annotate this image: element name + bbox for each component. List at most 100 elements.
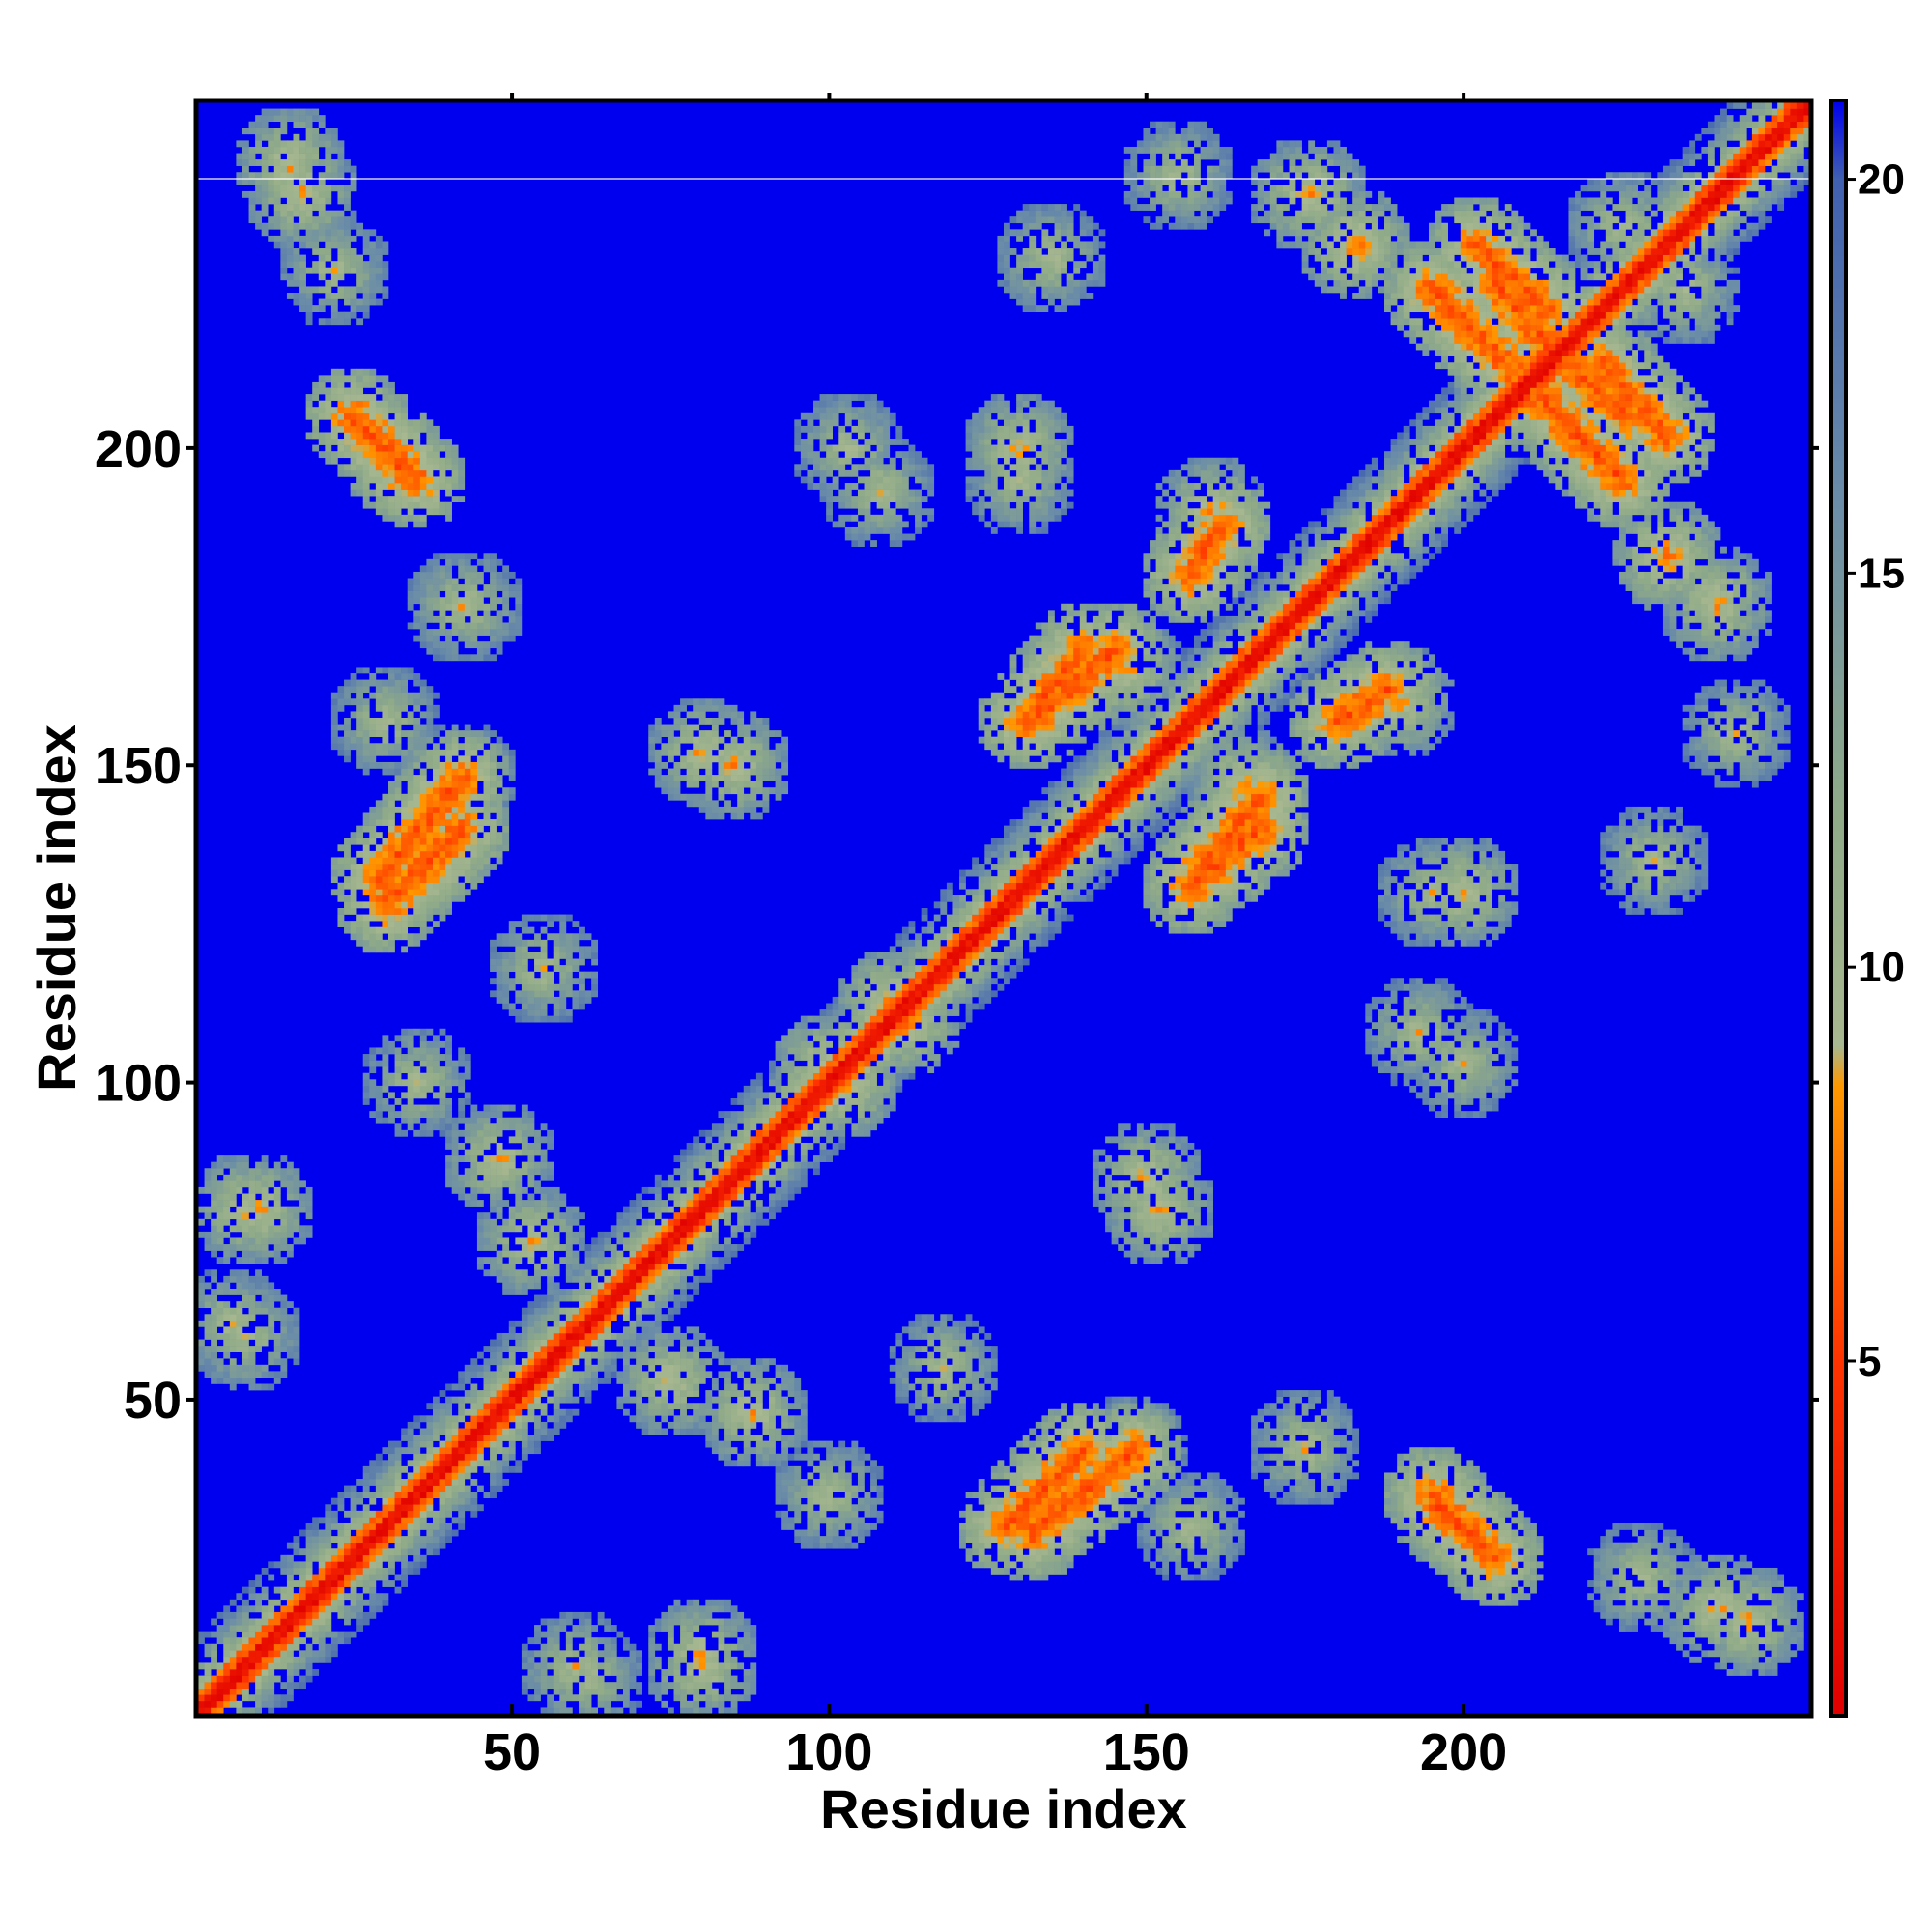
heatmap-cell (579, 1669, 585, 1676)
heatmap-cell (522, 1415, 528, 1422)
heatmap-cell (274, 1194, 281, 1201)
heatmap-cell (477, 1504, 484, 1511)
heatmap-cell (388, 1555, 395, 1562)
heatmap-cell (611, 1365, 617, 1372)
heatmap-cell (490, 1168, 497, 1175)
heatmap-cell (674, 1326, 681, 1333)
heatmap-cell (287, 1352, 294, 1359)
heatmap-cell (382, 927, 388, 934)
heatmap-cell (648, 1365, 655, 1372)
heatmap-cell (363, 1061, 370, 1067)
heatmap-cell (344, 1568, 351, 1575)
heatmap-cell (299, 1568, 306, 1575)
heatmap-cell (420, 730, 427, 737)
heatmap-cell (490, 750, 497, 756)
heatmap-cell (344, 261, 351, 268)
heatmap-cell (440, 1523, 446, 1530)
heatmap-cell (616, 1403, 623, 1409)
heatmap-cell (356, 299, 363, 306)
heatmap-cell (554, 1625, 560, 1632)
heatmap-cell (351, 1612, 357, 1619)
heatmap-cell (458, 730, 465, 737)
heatmap-cell (534, 1301, 541, 1308)
heatmap-cell (452, 895, 459, 902)
heatmap-cell (395, 483, 402, 490)
heatmap-cell (376, 857, 383, 864)
heatmap-cell (325, 1587, 331, 1594)
heatmap-cell (433, 1092, 440, 1098)
heatmap-cell (547, 1264, 554, 1270)
heatmap-cell (591, 1251, 598, 1258)
heatmap-cell (522, 1289, 528, 1295)
heatmap-cell (255, 1605, 262, 1612)
heatmap-cell (331, 1555, 338, 1562)
heatmap-cell (363, 1612, 370, 1619)
heatmap-cell (497, 972, 503, 979)
heatmap-cell (408, 781, 414, 788)
heatmap-cell (534, 1384, 541, 1391)
heatmap-cell (527, 1378, 534, 1384)
heatmap-cell (280, 1340, 287, 1347)
heatmap-cell (376, 1568, 383, 1575)
heatmap-cell (294, 1358, 300, 1365)
heatmap-cell (426, 439, 433, 445)
heatmap-cell (420, 787, 427, 794)
heatmap-cell (363, 305, 370, 312)
heatmap-cell (420, 1492, 427, 1498)
heatmap-cell (426, 730, 433, 737)
heatmap-cell (522, 1365, 528, 1372)
heatmap-cell (205, 1175, 212, 1181)
heatmap-cell (554, 1187, 560, 1194)
heatmap-cell (585, 1694, 592, 1701)
heatmap-cell (280, 1314, 287, 1321)
heatmap-cell (515, 1257, 522, 1264)
heatmap-cell (502, 1118, 509, 1124)
heatmap-cell (655, 781, 662, 788)
heatmap-cell (325, 147, 331, 154)
heatmap-cell (211, 1200, 217, 1207)
heatmap-cell (299, 1600, 306, 1606)
heatmap-cell (369, 1580, 376, 1587)
heatmap-cell (408, 1517, 414, 1523)
heatmap-cell (337, 198, 344, 205)
heatmap-cell (413, 1460, 420, 1466)
heatmap-cell (223, 1333, 230, 1340)
heatmap-cell (433, 794, 440, 801)
heatmap-cell (636, 1397, 642, 1404)
heatmap-cell (306, 1212, 313, 1219)
heatmap-cell (527, 1371, 534, 1378)
heatmap-cell (445, 591, 452, 598)
heatmap-cell (522, 1162, 528, 1169)
heatmap-cell (611, 1251, 617, 1258)
heatmap-cell (274, 1637, 281, 1644)
heatmap-cell (205, 1707, 212, 1714)
heatmap-cell (420, 901, 427, 908)
heatmap-cell (547, 1340, 554, 1347)
heatmap-cell (299, 273, 306, 280)
heatmap-cell (312, 223, 319, 230)
heatmap-cell (591, 1682, 598, 1689)
heatmap-cell (585, 1358, 592, 1365)
heatmap-cell (401, 1428, 408, 1435)
heatmap-cell (262, 1587, 269, 1594)
heatmap-cell (458, 1517, 465, 1523)
heatmap-cell (616, 1632, 623, 1638)
heatmap-cell (490, 1441, 497, 1448)
heatmap-cell (623, 1694, 630, 1701)
heatmap-cell (655, 1682, 662, 1689)
heatmap-cell (337, 419, 344, 426)
heatmap-cell (502, 844, 509, 851)
heatmap-cell (401, 1466, 408, 1473)
heatmap-cell (363, 724, 370, 731)
heatmap-cell (470, 1454, 477, 1461)
heatmap-cell (395, 908, 402, 915)
heatmap-cell (433, 730, 440, 737)
heatmap-cell (445, 844, 452, 851)
heatmap-cell (445, 1460, 452, 1466)
heatmap-cell (255, 1662, 262, 1669)
heatmap-cell (331, 458, 338, 465)
heatmap-cell (287, 1543, 294, 1549)
heatmap-cell (351, 1548, 357, 1555)
heatmap-cell (319, 1568, 326, 1575)
heatmap-cell (458, 1486, 465, 1492)
